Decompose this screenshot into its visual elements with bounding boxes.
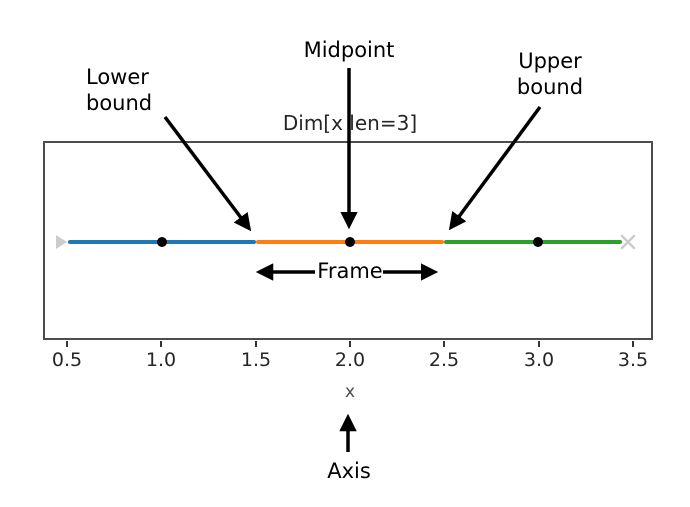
x-tick-label: 1.5 xyxy=(240,349,272,371)
data-point-dot xyxy=(157,237,167,247)
line-start-triangle-marker xyxy=(56,235,67,249)
frame-annotation: Frame xyxy=(317,259,383,283)
data-point-dot xyxy=(345,237,355,247)
midpoint-annotation: Midpoint xyxy=(303,38,395,62)
upper-bound-annotation: Upper bound xyxy=(516,49,584,99)
x-tick-mark xyxy=(443,341,445,347)
x-tick-label: 0.5 xyxy=(51,349,83,371)
x-tick-mark xyxy=(632,341,634,347)
x-axis-label: x xyxy=(344,382,356,402)
x-tick-label: 3.0 xyxy=(523,349,555,371)
x-tick-mark xyxy=(66,341,68,347)
lower-bound-annotation: Lower bound xyxy=(86,65,153,115)
x-tick-label: 1.0 xyxy=(145,349,177,371)
x-tick-label: 3.5 xyxy=(617,349,649,371)
x-tick-label: 2.5 xyxy=(428,349,460,371)
x-tick-mark xyxy=(538,341,540,347)
x-tick-mark xyxy=(349,341,351,347)
axis-annotation: Axis xyxy=(327,459,371,483)
data-point-dot xyxy=(533,237,543,247)
chart-title: Dim[x len=3] xyxy=(282,111,418,135)
x-tick-mark xyxy=(255,341,257,347)
x-tick-mark xyxy=(160,341,162,347)
x-tick-label: 2.0 xyxy=(334,349,366,371)
